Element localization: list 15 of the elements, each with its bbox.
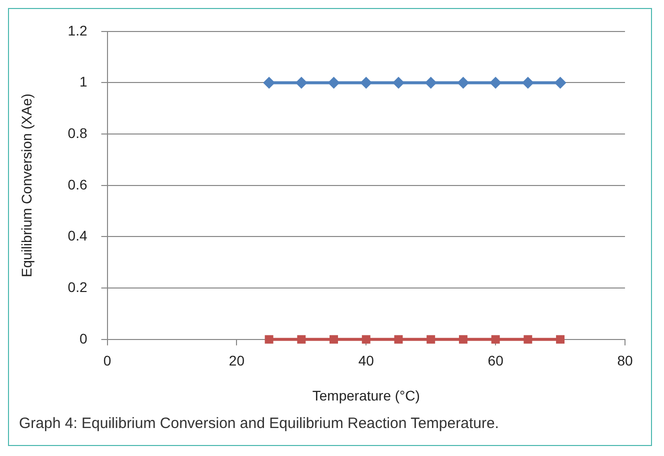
y-tick-label: 0.8 bbox=[68, 124, 88, 141]
y-tick-label: 0.2 bbox=[68, 278, 88, 295]
x-tick-label: 40 bbox=[358, 352, 374, 369]
x-tick-label: 60 bbox=[488, 352, 504, 369]
y-tick-label: 0.4 bbox=[68, 228, 88, 244]
x-tick-label: 20 bbox=[228, 352, 245, 369]
y-axis-title: Equilibrium Conversion (XAe) bbox=[18, 94, 34, 278]
x-tick-label: 0 bbox=[103, 352, 112, 369]
y-tick-label: 1 bbox=[79, 74, 88, 90]
y-tick-label: 1.2 bbox=[68, 22, 88, 38]
x-axis-title: Temperature (°C) bbox=[312, 387, 420, 404]
caption: Graph 4: Equilibrium Conversion and Equilibrium Reaction Temperature. bbox=[18, 414, 500, 432]
x-tick-label: 80 bbox=[617, 352, 633, 369]
y-tick-label: 0.6 bbox=[68, 176, 88, 192]
y-tick-label: 0 bbox=[79, 330, 88, 346]
